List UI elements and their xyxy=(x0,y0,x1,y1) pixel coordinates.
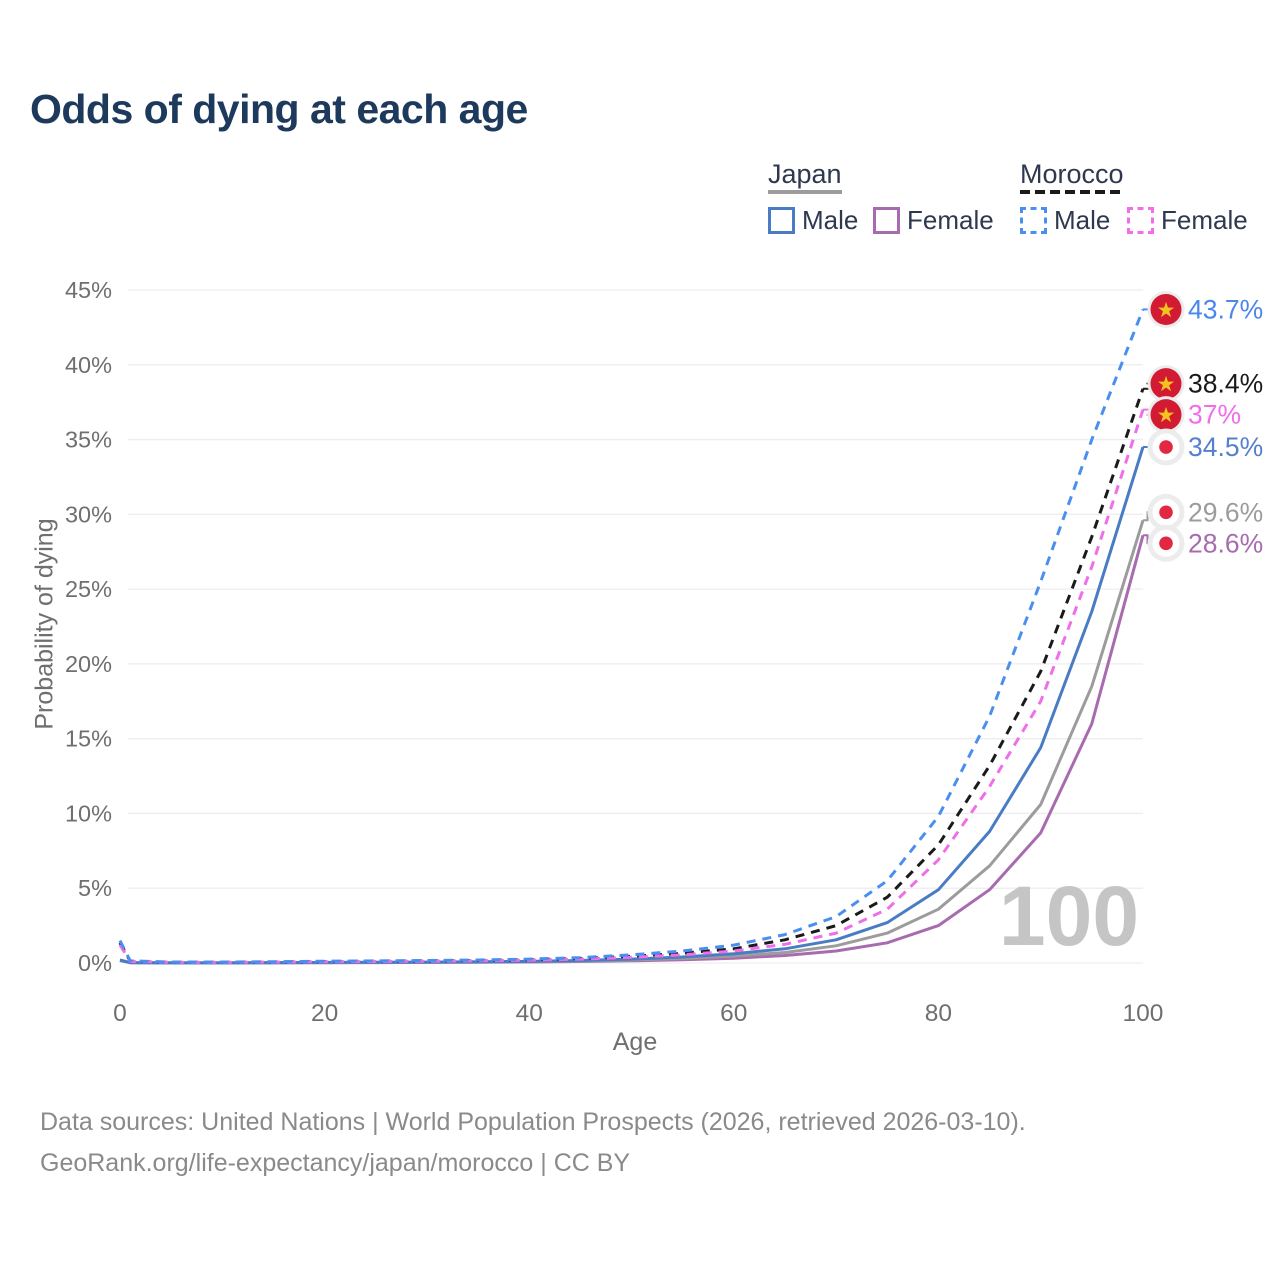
age-counter-watermark: 100 xyxy=(999,869,1139,963)
y-tick-label: 10% xyxy=(65,800,112,826)
y-tick-label: 20% xyxy=(65,651,112,677)
morocco-flag-icon xyxy=(1150,293,1182,325)
morocco-star-icon: ★ xyxy=(1157,299,1176,322)
morocco-star-icon: ★ xyxy=(1157,404,1176,427)
end-value-label-morocco-female: 37% xyxy=(1188,400,1241,430)
series-line-japan-male xyxy=(119,446,1145,965)
legend-item-label: Female xyxy=(907,205,994,235)
end-value-label-japan-female: 28.6% xyxy=(1188,528,1263,558)
morocco-flag-icon xyxy=(1150,399,1182,431)
morocco-star-icon: ★ xyxy=(1157,373,1176,396)
legend-item-label: Male xyxy=(1054,205,1111,235)
y-tick-label: 40% xyxy=(65,352,112,378)
series-line-morocco-female xyxy=(118,409,1145,964)
y-tick-label: 25% xyxy=(65,576,112,602)
footer-attribution-link: GeoRank.org/life-expectancy/japan/morocc… xyxy=(40,1149,631,1177)
end-value-label-morocco-both: 38.4% xyxy=(1188,369,1263,399)
x-tick-label: 60 xyxy=(720,1000,747,1027)
x-tick-label: 20 xyxy=(311,1000,338,1027)
x-tick-label: 100 xyxy=(1123,1000,1164,1027)
x-tick-label: 0 xyxy=(113,1000,127,1027)
series-line-morocco-both xyxy=(118,388,1145,964)
end-value-label-japan-male: 34.5% xyxy=(1188,432,1263,462)
legend-item-japan-male[interactable]: Male xyxy=(768,205,858,236)
x-tick-label: 80 xyxy=(925,1000,952,1027)
end-value-label-japan-both: 29.6% xyxy=(1188,497,1263,527)
legend-country-label: Morocco xyxy=(1020,159,1124,189)
y-tick-label: 30% xyxy=(65,501,112,527)
legend-country-label: Japan xyxy=(768,159,842,189)
japan-male-swatch-icon xyxy=(768,207,795,234)
x-tick-label: 40 xyxy=(516,1000,543,1027)
legend-group-morocco-header[interactable]: Morocco xyxy=(1020,160,1124,194)
japan-female-swatch-icon xyxy=(873,207,900,234)
japan-sun-icon xyxy=(1159,505,1173,520)
x-axis-title: Age xyxy=(612,1028,658,1056)
japan-total-line-swatch xyxy=(768,190,842,194)
morocco-flag-icon xyxy=(1150,368,1182,400)
y-tick-label: 35% xyxy=(65,427,112,453)
page-title: Odds of dying at each age xyxy=(30,86,528,132)
japan-sun-icon xyxy=(1159,536,1173,551)
series-line-morocco-male xyxy=(118,308,1145,964)
end-value-label-morocco-male: 43.7% xyxy=(1188,294,1263,324)
japan-sun-icon xyxy=(1159,440,1173,454)
morocco-female-swatch-icon xyxy=(1127,207,1154,234)
legend-item-label: Male xyxy=(802,205,859,235)
legend-group-japan-header[interactable]: Japan xyxy=(768,160,842,194)
morocco-male-swatch-icon xyxy=(1020,207,1047,234)
legend-item-label: Female xyxy=(1161,205,1248,235)
y-tick-label: 45% xyxy=(65,277,112,303)
y-tick-label: 0% xyxy=(78,950,112,976)
y-tick-label: 5% xyxy=(78,875,112,901)
series-line-japan-both xyxy=(119,519,1145,965)
series-line-japan-female xyxy=(119,534,1145,965)
y-tick-label: 15% xyxy=(65,726,112,752)
footer-data-sources: Data sources: United Nations | World Pop… xyxy=(40,1108,1026,1136)
legend-item-japan-female[interactable]: Female xyxy=(873,205,994,236)
legend-item-morocco-female[interactable]: Female xyxy=(1127,205,1248,236)
y-axis-title: Probability of dying xyxy=(30,518,59,730)
morocco-total-line-swatch xyxy=(1020,190,1124,194)
legend-item-morocco-male[interactable]: Male xyxy=(1020,205,1110,236)
footer: Data sources: United Nations | World Pop… xyxy=(40,1102,1026,1184)
